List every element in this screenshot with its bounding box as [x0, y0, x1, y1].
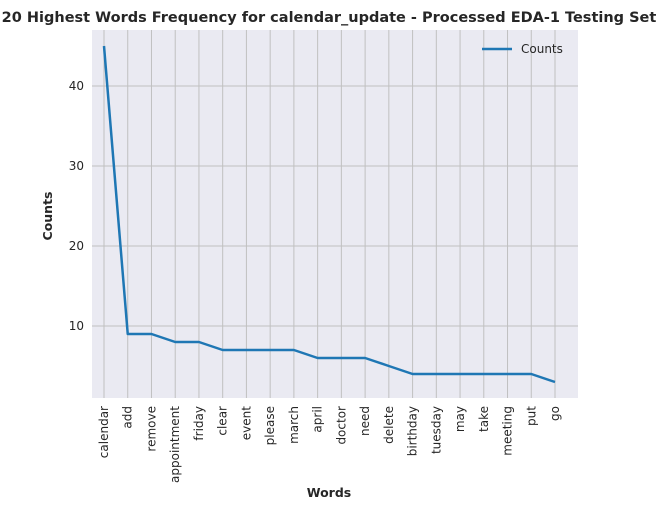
x-tick-label: clear	[216, 406, 230, 436]
series-lines	[102, 45, 556, 384]
grid-lines	[92, 30, 578, 398]
x-tick-label: take	[477, 406, 491, 432]
y-tick-label: 20	[69, 239, 84, 253]
x-tick-label: need	[358, 406, 372, 436]
x-tick-label: may	[453, 406, 467, 432]
series-line-counts	[102, 45, 556, 384]
x-tick-label: calendar	[97, 406, 111, 458]
chart-title: 20 Highest Words Frequency for calendar_…	[2, 10, 657, 26]
x-tick-label: birthday	[406, 406, 420, 456]
x-tick-label: delete	[382, 406, 396, 444]
x-tick-label: friday	[192, 406, 206, 441]
plot-area	[92, 30, 578, 398]
x-tick-label: put	[524, 406, 538, 426]
x-tick-label: go	[548, 406, 562, 421]
y-tick-label: 10	[69, 319, 84, 333]
x-tick-label: remove	[144, 406, 158, 452]
legend: Counts	[482, 42, 563, 56]
legend-label-counts: Counts	[521, 42, 563, 56]
x-tick-label: tuesday	[429, 406, 443, 454]
x-tick-label: doctor	[334, 406, 348, 445]
x-tick-label: add	[121, 406, 135, 429]
x-tick-label: please	[263, 406, 277, 445]
y-tick-label: 30	[69, 159, 84, 173]
x-axis-label: Words	[307, 485, 351, 500]
y-axis-label: Counts	[40, 192, 55, 241]
x-tick-label: event	[239, 406, 253, 440]
x-tick-label: appointment	[168, 406, 182, 483]
x-axis-ticks: calendar add remove appointment friday clear e…	[97, 406, 562, 483]
x-tick-label: meeting	[501, 406, 515, 456]
y-tick-label: 40	[69, 79, 84, 93]
x-tick-label: april	[311, 406, 325, 433]
y-axis-ticks: 10 20 30 40	[69, 79, 84, 333]
x-tick-label: march	[287, 406, 301, 444]
